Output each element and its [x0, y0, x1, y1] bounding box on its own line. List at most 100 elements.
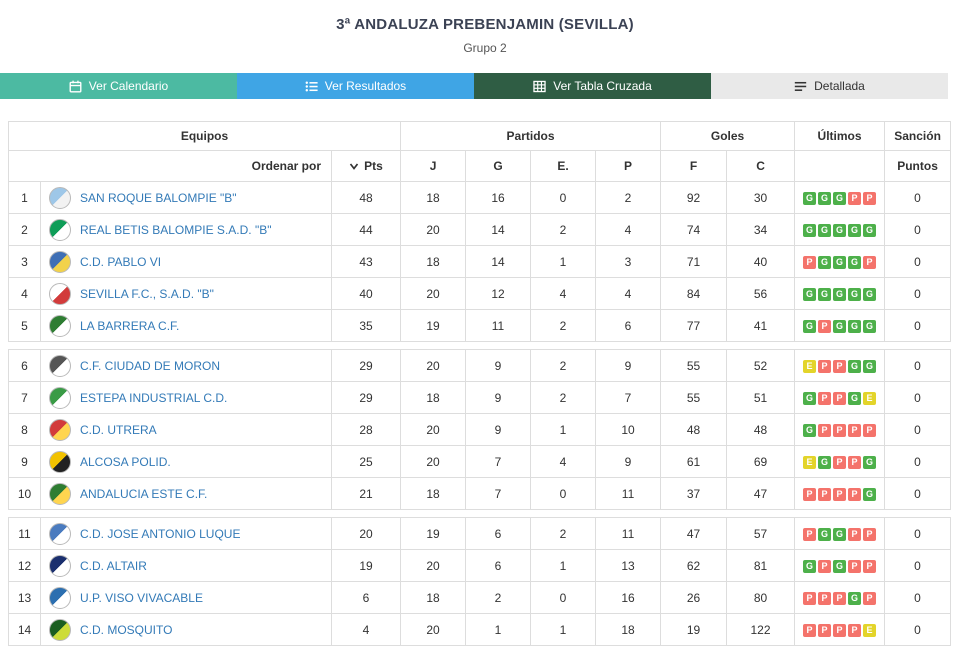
goals-against-cell: 57 — [726, 517, 796, 550]
goals-for-cell: 26 — [660, 581, 728, 614]
result-badge: G — [848, 359, 862, 373]
won-cell: 1 — [465, 613, 532, 646]
result-badge: P — [818, 591, 832, 605]
won-cell: 9 — [465, 381, 532, 414]
result-badge: P — [848, 487, 862, 501]
position-cell: 4 — [8, 277, 41, 310]
result-badge: G — [803, 423, 817, 437]
col-header-p[interactable]: P — [595, 150, 662, 182]
drawn-cell: 0 — [530, 581, 597, 614]
col-header-g[interactable]: G — [465, 150, 532, 182]
pts-cell: 40 — [331, 277, 401, 310]
team-name-link[interactable]: C.D. MOSQUITO — [80, 622, 173, 637]
group-header-sancion: Sanción — [884, 121, 952, 151]
team-crest — [49, 618, 71, 641]
team-name-link[interactable]: ESTEPA INDUSTRIAL C.D. — [80, 390, 228, 405]
team-name-link[interactable]: C.D. JOSE ANTONIO LUQUE — [80, 526, 241, 541]
goals-against-cell: 51 — [726, 381, 796, 414]
team-cell: C.D. ALTAIR — [39, 549, 333, 582]
col-header-puntos[interactable]: Puntos — [884, 150, 952, 182]
col-header-e[interactable]: E. — [530, 150, 597, 182]
won-cell: 6 — [465, 517, 532, 550]
position-cell: 14 — [8, 613, 41, 646]
played-cell: 20 — [400, 349, 467, 382]
sanction-points-cell: 0 — [884, 309, 951, 342]
lost-cell: 9 — [595, 349, 662, 382]
tab-label: Ver Calendario — [88, 79, 169, 93]
goals-against-cell: 69 — [726, 445, 796, 478]
lost-cell: 9 — [595, 445, 662, 478]
won-cell: 12 — [465, 277, 531, 310]
result-badge: P — [818, 559, 832, 573]
pts-cell: 43 — [331, 245, 401, 278]
goals-against-cell: 81 — [726, 549, 796, 582]
col-header-f[interactable]: F — [660, 150, 728, 182]
tab-ver-calendario[interactable]: Ver Calendario — [0, 73, 237, 99]
standings-row: 4 SEVILLA F.C., S.A.D. "B" 40 20 12 4 4 … — [8, 277, 951, 310]
tab-detallada[interactable]: Detallada — [711, 73, 948, 99]
tab-ver-tabla-cruzada[interactable]: Ver Tabla Cruzada — [474, 73, 711, 99]
result-badge: P — [848, 623, 862, 637]
team-name-link[interactable]: ANDALUCIA ESTE C.F. — [80, 486, 208, 501]
result-badge: G — [818, 223, 831, 237]
tab-ver-resultados[interactable]: Ver Resultados — [237, 73, 474, 99]
tab-label: Ver Resultados — [324, 79, 407, 93]
result-badge: G — [833, 255, 846, 269]
group-subtitle: Grupo 2 — [463, 41, 507, 55]
sanction-points-cell: 0 — [884, 349, 952, 382]
result-badge: G — [818, 287, 831, 301]
sanction-points-cell: 0 — [884, 549, 952, 582]
pts-cell: 35 — [331, 309, 401, 342]
position-cell: 8 — [8, 413, 41, 446]
pts-cell: 28 — [331, 413, 402, 446]
table-icon — [533, 80, 546, 93]
goals-for-cell: 92 — [660, 182, 727, 214]
col-header-c[interactable]: C — [726, 150, 796, 182]
goals-against-cell: 34 — [726, 213, 795, 246]
result-badge: G — [848, 319, 861, 333]
pts-cell: 20 — [331, 517, 402, 550]
won-cell: 7 — [465, 445, 532, 478]
goals-for-cell: 47 — [660, 517, 728, 550]
standings-row: 10 ANDALUCIA ESTE C.F. 21 18 7 0 11 37 4… — [8, 477, 952, 510]
standings-page: 3ª ANDALUZA PREBENJAMIN (SEVILLA) Grupo … — [0, 16, 952, 646]
team-name-link[interactable]: LA BARRERA C.F. — [80, 318, 180, 333]
col-header-j[interactable]: J — [400, 150, 467, 182]
team-crest — [49, 450, 71, 473]
team-name-link[interactable]: ALCOSA POLID. — [80, 454, 171, 469]
result-badge: P — [818, 319, 831, 333]
result-badge: E — [803, 455, 817, 469]
team-crest — [49, 282, 71, 305]
team-name-link[interactable]: C.D. UTRERA — [80, 422, 157, 437]
team-crest — [49, 482, 71, 505]
team-name-link[interactable]: REAL BETIS BALOMPIE S.A.D. "B" — [80, 222, 272, 237]
team-name-link[interactable]: U.P. VISO VIVACABLE — [80, 590, 203, 605]
team-crest — [49, 386, 71, 409]
position-cell: 11 — [8, 517, 41, 550]
team-name-link[interactable]: SEVILLA F.C., S.A.D. "B" — [80, 286, 214, 301]
sanction-points-cell: 0 — [884, 245, 951, 278]
result-badge: P — [863, 559, 877, 573]
sanction-points-cell: 0 — [884, 182, 951, 214]
team-name-link[interactable]: SAN ROQUE BALOMPIE "B" — [80, 190, 237, 205]
standings-row: 7 ESTEPA INDUSTRIAL C.D. 29 18 9 2 7 55 … — [8, 381, 952, 414]
team-name-link[interactable]: C.D. ALTAIR — [80, 558, 147, 573]
standings-row: 11 C.D. JOSE ANTONIO LUQUE 20 19 6 2 11 … — [8, 517, 952, 550]
result-badge: G — [803, 391, 817, 405]
result-badge: G — [848, 591, 862, 605]
group-header-partidos: Partidos — [400, 121, 662, 151]
position-cell: 7 — [8, 381, 41, 414]
team-name-link[interactable]: C.F. CIUDAD DE MORON — [80, 358, 221, 373]
team-name-link[interactable]: C.D. PABLO VI — [80, 254, 162, 269]
calendar-icon — [69, 80, 82, 93]
col-header-pts[interactable]: Pts — [330, 150, 402, 182]
drawn-cell: 2 — [530, 517, 597, 550]
result-badge: G — [863, 359, 877, 373]
